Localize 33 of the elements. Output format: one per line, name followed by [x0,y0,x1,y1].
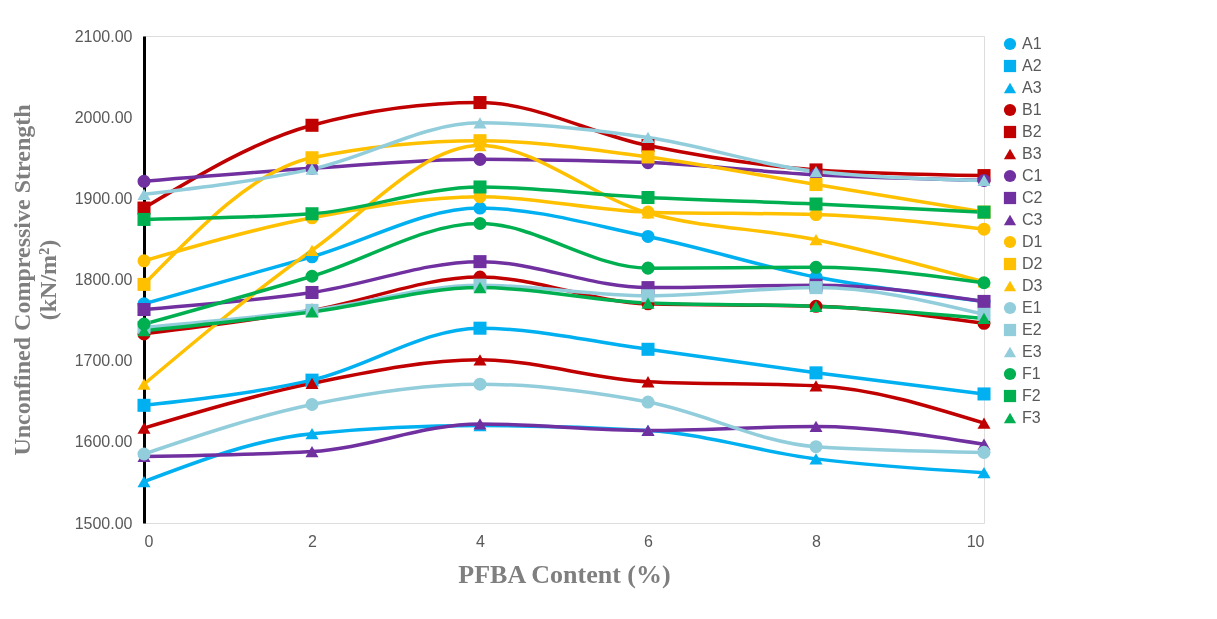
legend-label: B2 [1022,123,1042,140]
y-tick-label: 1600.00 [74,433,133,451]
legend-label: A3 [1022,79,1042,96]
y-tick-label: 1800.00 [74,271,133,288]
legend-label: F2 [1022,387,1041,404]
legend-label: D3 [1022,277,1043,294]
legend-label: D1 [1022,233,1043,250]
y-tick-label: 2100.00 [74,27,133,45]
legend-label: F3 [1022,409,1041,426]
y-tick-label: 1900.00 [74,189,133,207]
legend-label: E1 [1022,299,1042,316]
legend-label: C2 [1022,189,1043,206]
legend-label: E3 [1022,343,1042,360]
y-axis-title: Unconfined Compressive Strength (kN/m²) [8,104,61,456]
legend-label: A1 [1022,35,1042,52]
legend-label: D2 [1022,255,1043,272]
legend-label: C1 [1022,167,1043,184]
legend-label: E2 [1022,321,1042,338]
legend-label: C3 [1022,211,1043,228]
legend-label: B1 [1022,101,1042,118]
x-tick-label: 8 [812,532,822,550]
legend-label: B3 [1022,145,1042,162]
x-tick-label: 2 [308,532,318,550]
x-tick-label: 10 [966,532,985,550]
x-tick-label: 4 [476,532,486,550]
y-tick-label: 1500.00 [74,514,133,532]
x-tick-label: 0 [144,532,154,550]
y-tick-label: 2000.00 [74,108,133,126]
y-tick-label: 1700.00 [74,352,133,370]
x-axis-title: PFBA Content (%) [458,559,671,589]
legend-label: F1 [1022,365,1041,382]
x-tick-label: 6 [644,532,654,550]
legend-label: A2 [1022,57,1042,74]
